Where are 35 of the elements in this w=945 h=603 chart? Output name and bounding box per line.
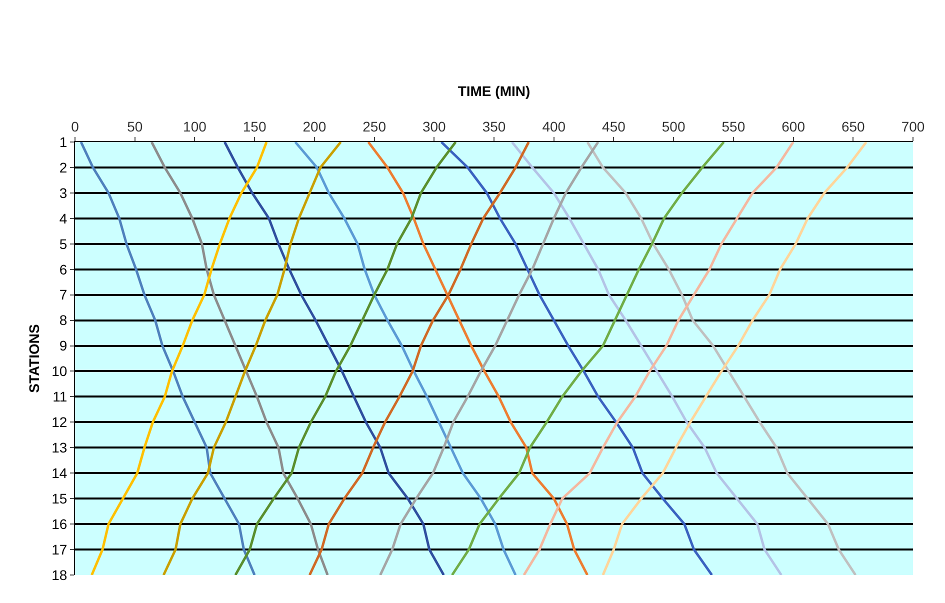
y-tick-label: 9 [59, 338, 68, 354]
x-tick-label: 650 [841, 118, 866, 134]
x-tick-label: 350 [482, 118, 506, 134]
x-tick-label: 150 [242, 118, 266, 134]
y-tick-label: 5 [59, 236, 68, 252]
y-tick-label: 6 [59, 261, 68, 278]
x-tick-label: 550 [722, 118, 746, 134]
y-tick-label: 1 [59, 134, 68, 150]
y-tick-label: 18 [52, 566, 68, 583]
y-tick-label: 3 [59, 184, 68, 201]
y-tick-label: 17 [52, 541, 68, 558]
y-tick-label: 12 [52, 414, 68, 430]
y-tick-label: 15 [52, 490, 68, 506]
y-tick-label: 10 [52, 363, 68, 380]
x-tick-label: 400 [542, 118, 566, 134]
x-tick-label: 200 [302, 118, 326, 134]
x-axis-title: TIME (MIN) [458, 83, 530, 99]
y-tick-label: 16 [52, 516, 68, 532]
y-tick-label: 7 [59, 286, 68, 303]
x-tick-label: 0 [71, 118, 80, 134]
y-tick-label: 14 [52, 465, 68, 482]
y-tick-label: 2 [59, 159, 68, 176]
x-tick-label: 300 [422, 118, 446, 134]
x-tick-label: 500 [662, 118, 686, 134]
y-tick-label: 11 [52, 388, 68, 405]
x-tick-label: 250 [362, 118, 386, 134]
x-tick-label: 100 [183, 118, 207, 134]
y-axis-title: STATIONS [26, 324, 42, 393]
x-tick-label: 450 [602, 118, 626, 134]
y-tick-label: 4 [59, 210, 68, 226]
x-tick-label: 50 [127, 118, 143, 134]
x-tick-label: 600 [782, 118, 806, 134]
y-tick-label: 8 [59, 312, 68, 328]
y-tick-label: 13 [52, 440, 68, 456]
x-tick-label: 700 [901, 118, 925, 134]
